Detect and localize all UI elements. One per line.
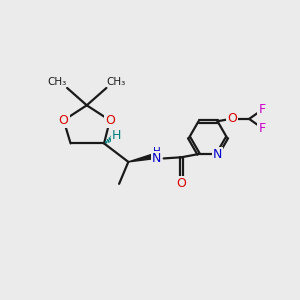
Text: N: N bbox=[213, 148, 222, 160]
Text: O: O bbox=[227, 112, 237, 125]
Text: H: H bbox=[153, 147, 161, 157]
Text: O: O bbox=[105, 114, 115, 127]
Text: O: O bbox=[59, 114, 69, 127]
Text: F: F bbox=[258, 103, 266, 116]
Text: O: O bbox=[176, 177, 186, 190]
Text: CH₃: CH₃ bbox=[106, 77, 126, 87]
Text: CH₃: CH₃ bbox=[48, 77, 67, 87]
Polygon shape bbox=[128, 154, 155, 162]
Text: N: N bbox=[152, 152, 161, 165]
Text: H: H bbox=[112, 129, 122, 142]
Text: F: F bbox=[258, 122, 266, 135]
